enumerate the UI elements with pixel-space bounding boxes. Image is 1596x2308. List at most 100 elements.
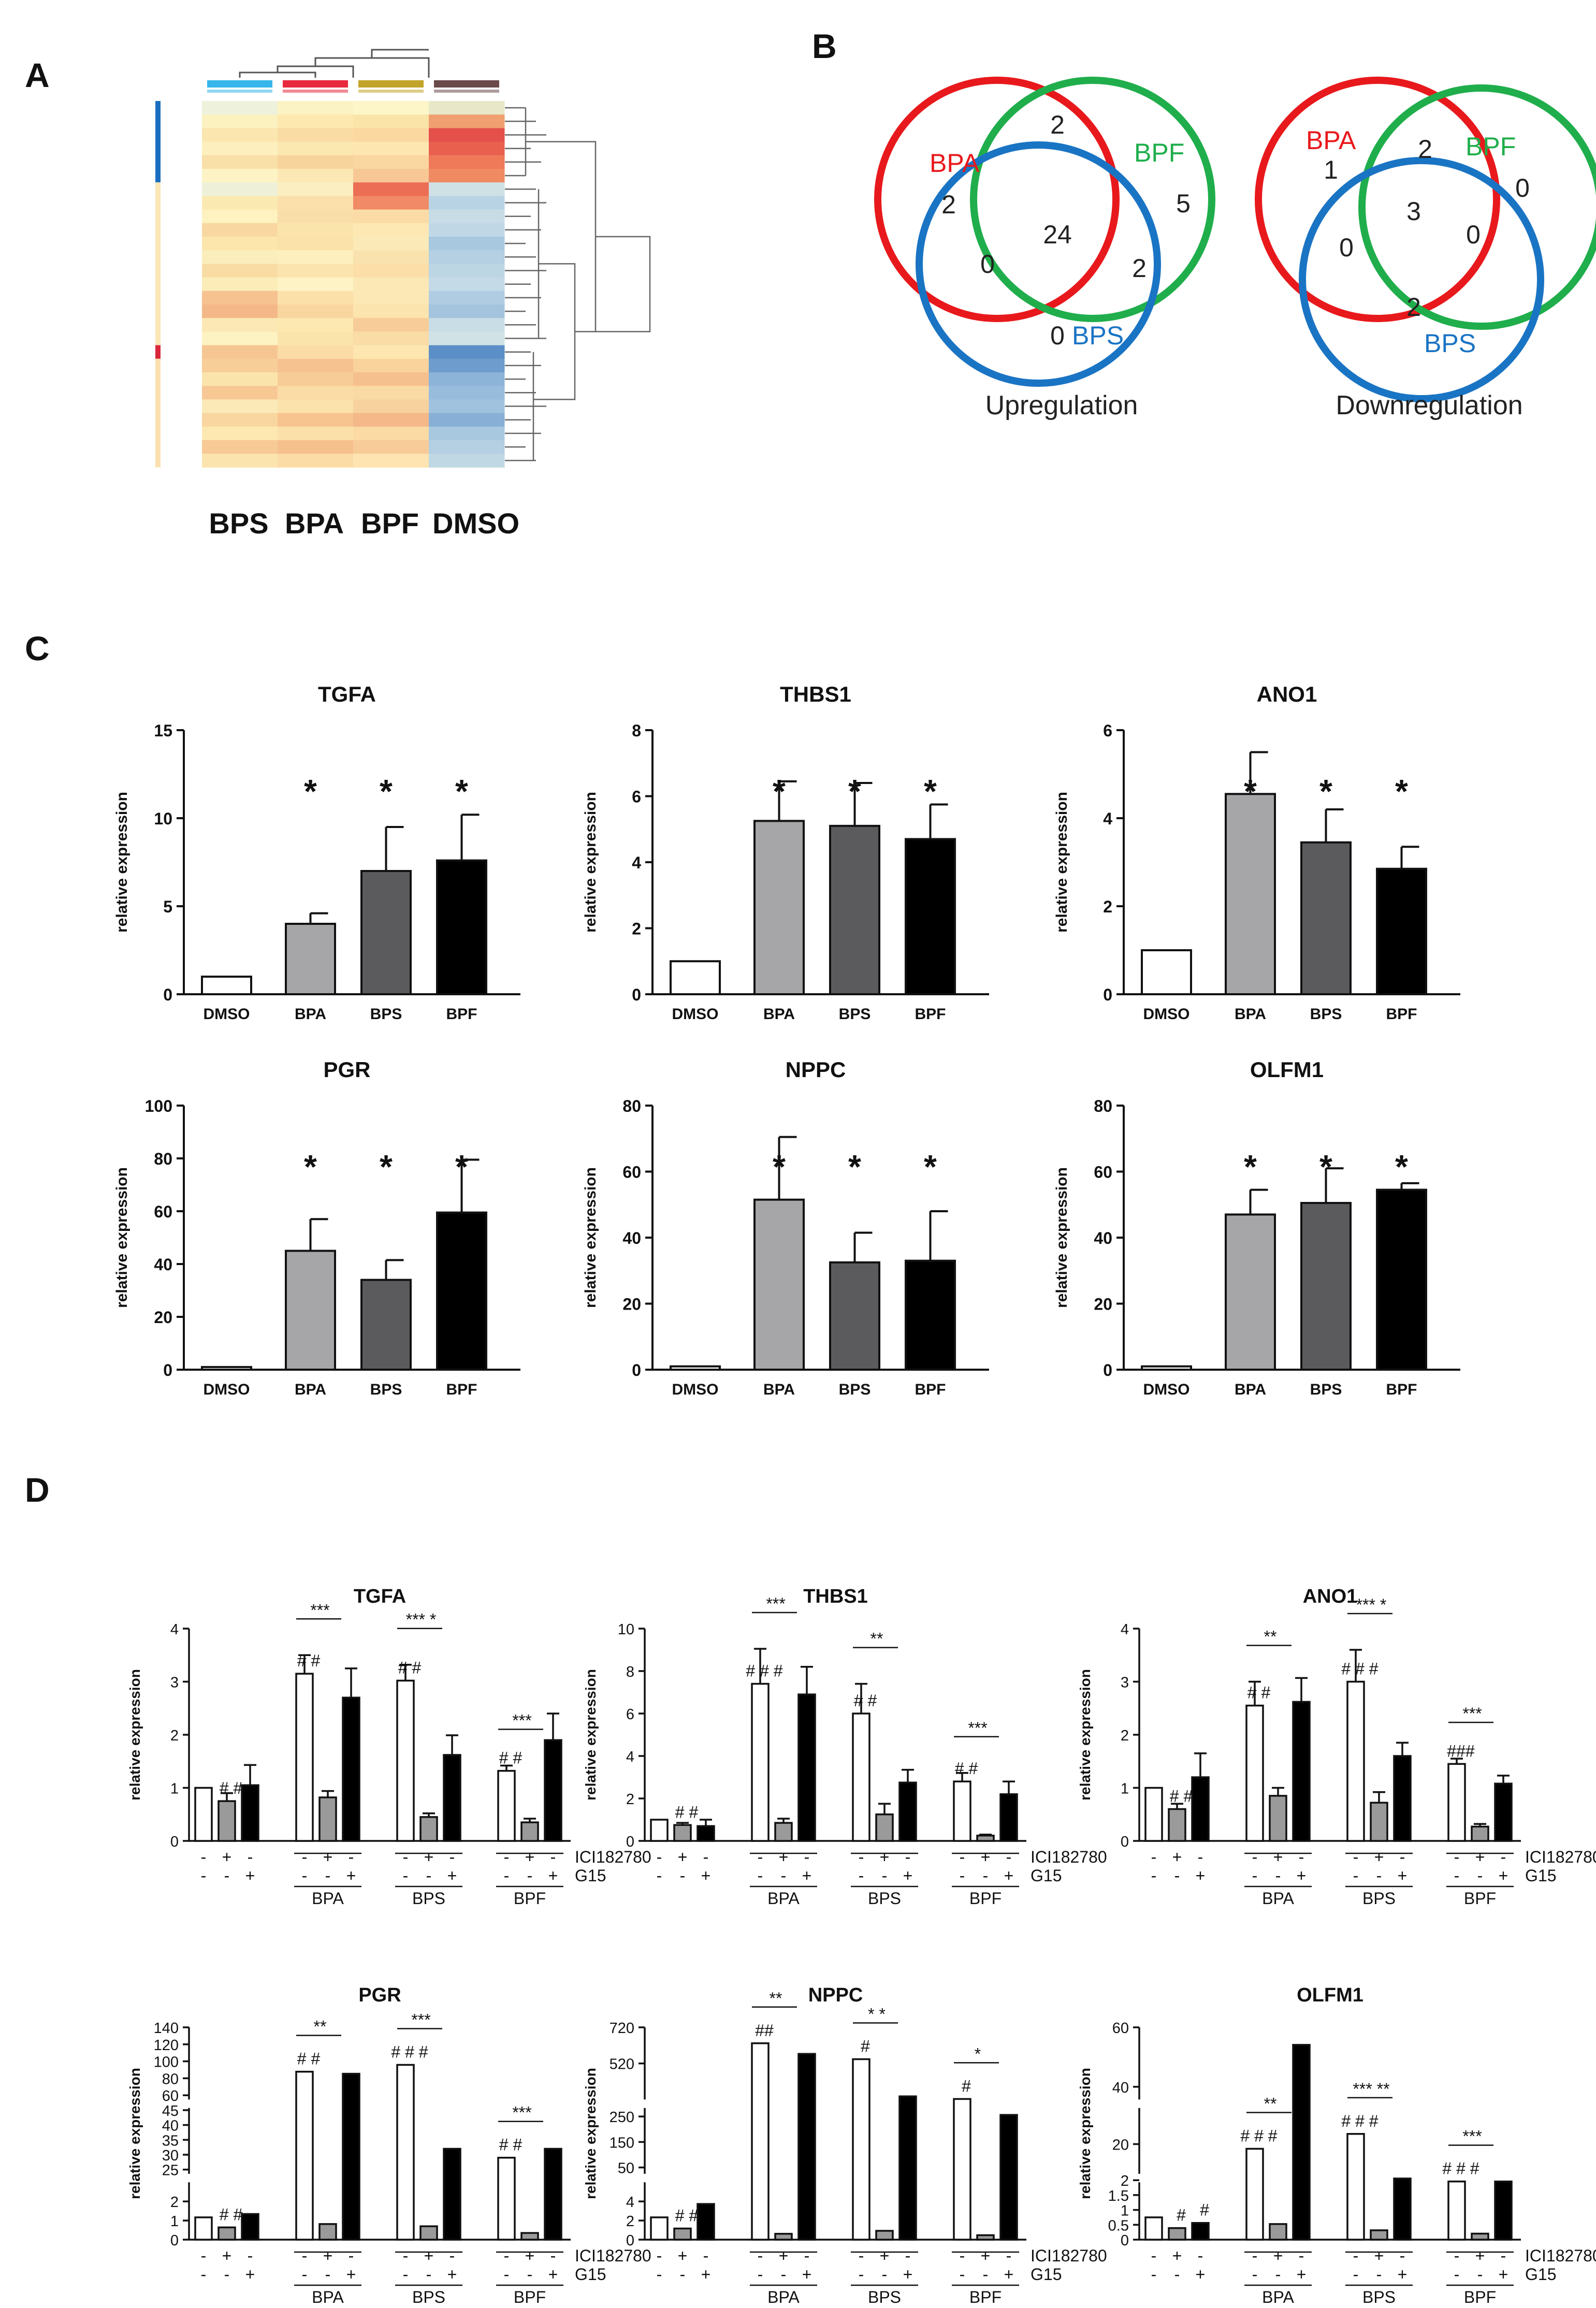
panel-label-c: C [25, 629, 50, 667]
heatmap-cell [202, 196, 278, 210]
x-tick-label: BPF [915, 1006, 946, 1023]
ici-sign: + [1172, 2246, 1182, 2265]
y-axis-label: relative expression [113, 1167, 130, 1308]
heatmap-cell [202, 345, 278, 359]
star-significance: *** ** [1353, 2080, 1389, 2098]
bar [318, 1796, 337, 1842]
ici-sign: - [1299, 1848, 1304, 1866]
ici-sign: - [1454, 1848, 1460, 1866]
venn-label-bpf: BPF [1134, 138, 1184, 167]
chart-d-olfm1: OLFM1 relative expression 00.511.52 20 40 60 -… [1077, 1984, 1596, 2306]
venn-circle-bpf [970, 77, 1215, 322]
ici-sign: - [349, 1848, 354, 1866]
ici-sign: - [758, 1848, 763, 1866]
x-tick-label: BPF [915, 1381, 946, 1398]
bar [1269, 2223, 1287, 2241]
bar [1292, 2044, 1311, 2241]
venn-circle-bps [1299, 157, 1544, 402]
venn-count-bpa-only: 1 [1324, 155, 1338, 184]
bar-bpf [436, 1211, 487, 1371]
heatmap-cell [353, 223, 429, 237]
y-axis-label: relative expression [113, 792, 130, 933]
g15-sign: - [758, 1866, 763, 1885]
y-tick-label: 60 [1094, 1163, 1112, 1182]
bar-bps [360, 1279, 412, 1371]
heatmap-cell [202, 454, 278, 468]
star-significance: *** * [406, 1610, 437, 1629]
chart-ano1: ANO1 relative expression 0 2 4 6 DMSO BPA * BPS * B… [1053, 682, 1460, 1023]
chart-title: NPPC [808, 1984, 863, 2006]
ici-sign: - [550, 1848, 556, 1866]
y-tick-label: 10 [618, 1621, 634, 1638]
ici-sign: - [1006, 2246, 1012, 2265]
bar [419, 2225, 438, 2241]
heatmap-cell [202, 128, 278, 142]
heatmap-cell [353, 413, 429, 427]
ici-sign: - [905, 1848, 911, 1866]
heatmap-cell [429, 196, 505, 210]
x-tick-label: DMSO [672, 1381, 719, 1398]
venn-count-bpa-bps: 0 [980, 250, 995, 279]
y-axis-label: relative expression [127, 2068, 143, 2199]
heatmap-cell [278, 426, 354, 441]
y-axis-label: relative expression [582, 1167, 599, 1308]
hash-significance: # # [675, 1803, 699, 1821]
ici-sign: - [703, 2246, 709, 2265]
x-tick-label: DMSO [672, 1006, 719, 1023]
x-tick-label: BPF [446, 1006, 477, 1023]
g15-sign: + [447, 1866, 457, 1885]
bar [1144, 2216, 1163, 2241]
bar-bpf [1376, 867, 1427, 995]
hash-significance: # # [1247, 1683, 1271, 1702]
venn-circle-bps [916, 141, 1161, 387]
group-label: BPA [767, 2288, 800, 2306]
heatmap-cell [429, 454, 505, 468]
y-axis-label: relative expression [1053, 792, 1070, 933]
heatmap-cell [353, 101, 429, 115]
bar-bps [1300, 841, 1352, 995]
bar-bpa [285, 1250, 336, 1371]
heatmap-cell [429, 304, 505, 318]
heatmap-cell [278, 223, 354, 237]
bar [1393, 2178, 1412, 2241]
g15-sign: - [1454, 1866, 1460, 1885]
heatmap-cell [278, 291, 354, 305]
heatmap-row-strip [155, 101, 161, 183]
y-tick-label: 0 [170, 1834, 179, 1850]
y-tick-label: 2 [170, 1728, 179, 1744]
g15-sign: - [1376, 1866, 1382, 1885]
y-tick-label: 40 [1112, 2080, 1129, 2096]
heatmap-cell [278, 101, 354, 115]
y-tick-label: 6 [1103, 721, 1112, 740]
hash-significance: # # [675, 2206, 699, 2225]
x-tick-label: DMSO [204, 1381, 250, 1398]
heatmap-cell [202, 114, 278, 128]
y-axis-label: relative expression [1077, 1669, 1093, 1801]
star-significance: * [975, 2044, 981, 2063]
ici-sign: - [1151, 1848, 1157, 1866]
y-tick-label: 30 [162, 2147, 179, 2164]
bar-bpa [753, 1198, 805, 1371]
venn-count-all: 3 [1406, 197, 1421, 226]
bar [1191, 2222, 1210, 2241]
group-label: BPF [514, 1889, 546, 1908]
group-label: BPF [1464, 2288, 1496, 2306]
y-tick-label: 2 [1103, 897, 1112, 916]
bar [1494, 1782, 1513, 1842]
row-label-g15: G15 [575, 1866, 606, 1885]
x-tick-label: BPF [1386, 1006, 1417, 1023]
heatmap-row-strip [155, 182, 161, 345]
g15-sign: + [548, 1866, 558, 1885]
row-label-ici: ICI182780 [1031, 2246, 1107, 2265]
ici-sign: + [424, 1848, 434, 1866]
g15-sign: - [983, 2265, 989, 2284]
heatmap-cell [353, 237, 429, 251]
ici-sign: - [248, 1848, 253, 1866]
ici-sign: - [905, 2246, 911, 2265]
venn-count-bpa-bpf: 2 [1418, 135, 1432, 164]
g15-sign: - [224, 1866, 230, 1885]
star-significance: *** [512, 2103, 531, 2122]
heatmap-cell [429, 277, 505, 292]
bar [875, 1813, 894, 1842]
g15-sign: - [403, 1866, 409, 1885]
